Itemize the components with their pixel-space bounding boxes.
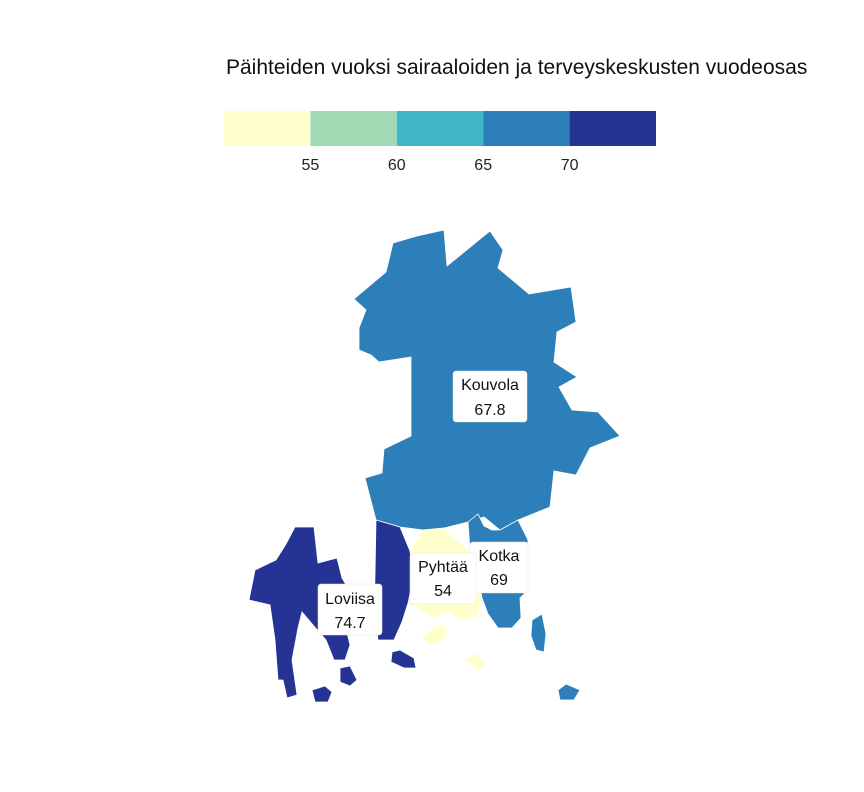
legend-swatch (569, 111, 656, 146)
region-kotka-island[interactable] (557, 683, 581, 701)
label-pyhtaa-name: Pyhtää (418, 559, 468, 576)
region-pyhtaa-island[interactable] (421, 623, 449, 647)
region-loviisa-island[interactable] (339, 665, 358, 687)
region-loviisa-island[interactable] (311, 685, 333, 703)
legend-swatches (224, 111, 656, 146)
map-title: Päihteiden vuoksi sairaaloiden ja tervey… (226, 56, 808, 79)
label-loviisa-value: 74.7 (334, 615, 365, 632)
legend-swatch (396, 111, 484, 146)
label-kouvola: Kouvola 67.8 (452, 370, 528, 423)
label-loviisa: Loviisa 74.7 (317, 583, 383, 636)
label-pyhtaa: Pyhtää 54 (409, 552, 477, 605)
legend-swatch (224, 111, 311, 146)
legend-swatch (483, 111, 570, 146)
label-pyhtaa-value: 54 (434, 583, 452, 600)
legend-tick-label: 70 (561, 157, 579, 174)
label-kouvola-value: 67.8 (474, 402, 505, 419)
color-legend: 55 60 65 70 (224, 111, 656, 174)
label-kotka-value: 69 (490, 572, 508, 589)
legend-tick-label: 65 (474, 157, 492, 174)
label-loviisa-name: Loviisa (325, 591, 375, 608)
legend-swatch (310, 111, 397, 146)
legend-tick-label: 60 (388, 157, 406, 174)
legend-tick-label: 55 (302, 157, 320, 174)
label-kouvola-name: Kouvola (461, 377, 519, 394)
region-kotka-island[interactable] (530, 613, 547, 653)
region-pyhtaa-island[interactable] (463, 651, 487, 671)
label-kotka: Kotka 69 (469, 541, 529, 594)
region-loviisa-island[interactable] (390, 649, 417, 669)
region-loviisa[interactable] (248, 526, 352, 699)
label-kotka-name: Kotka (479, 548, 520, 565)
legend-ticks: 55 60 65 70 (302, 157, 579, 174)
